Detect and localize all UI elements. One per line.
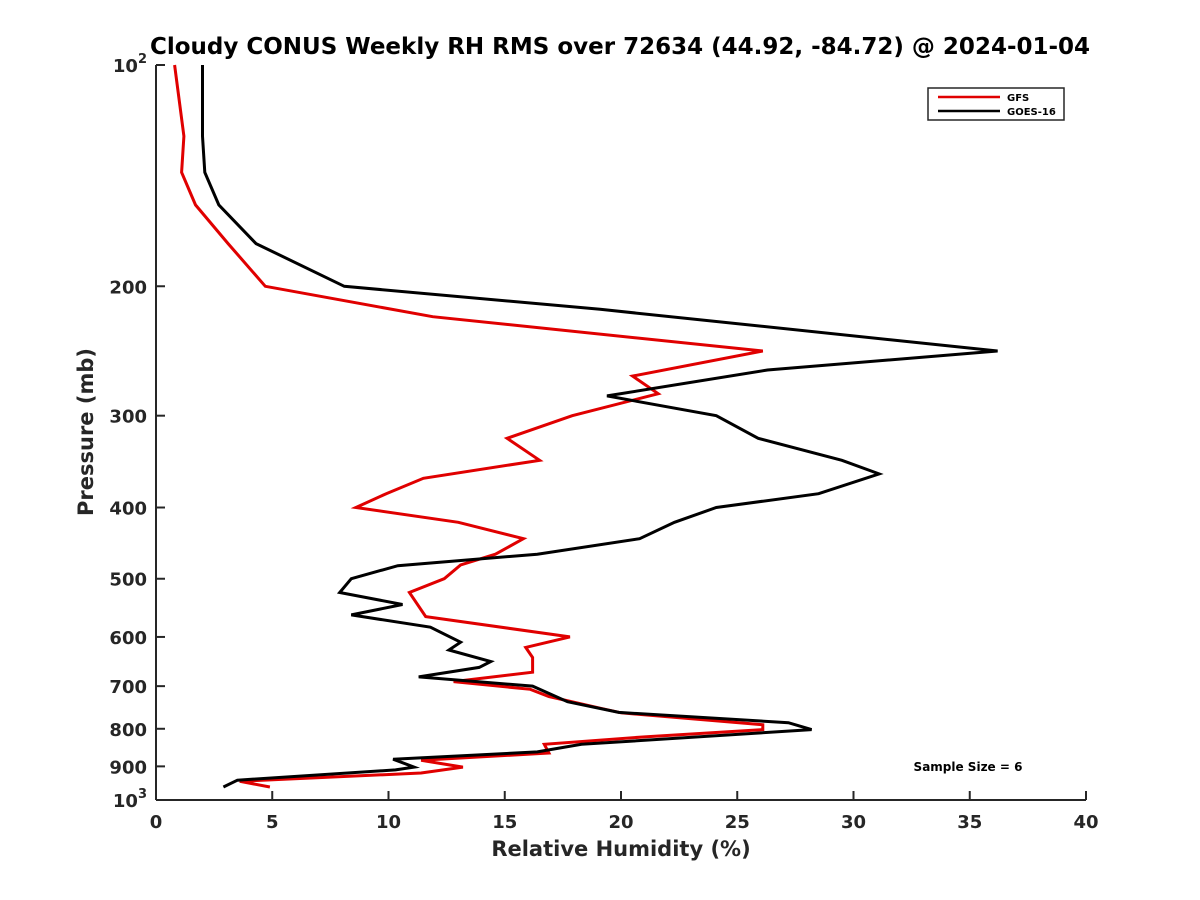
- x-tick-label: 25: [725, 812, 750, 833]
- y-tick-label: 800: [109, 720, 147, 741]
- sample-size-annotation: Sample Size = 6: [914, 760, 1023, 774]
- legend-label-gfs: GFS: [1007, 93, 1029, 104]
- x-tick-label: 20: [608, 812, 633, 833]
- y-tick-exponent: 2: [138, 52, 147, 67]
- x-tick-label: 35: [957, 812, 982, 833]
- y-axis-label: Pressure (mb): [74, 348, 98, 516]
- ticks-layer: 0 5 10 15 20 25 30 35 40102200300400500600700800…: [109, 52, 1098, 833]
- y-tick-label: 600: [109, 628, 147, 649]
- x-tick-label: 30: [841, 812, 866, 833]
- y-tick-label: 300: [109, 407, 147, 428]
- x-axis-label: Relative Humidity (%): [491, 837, 750, 861]
- series-layer: [173, 64, 998, 789]
- y-tick-label: 200: [109, 277, 147, 298]
- x-tick-label: 5: [266, 812, 279, 833]
- y-tick-label: 400: [109, 499, 147, 520]
- y-tick-label: 700: [109, 677, 147, 698]
- legend-label-goes-16: GOES-16: [1007, 107, 1056, 118]
- x-tick-label: 10: [376, 812, 401, 833]
- chart-title: Cloudy CONUS Weekly RH RMS over 72634 (4…: [150, 34, 1090, 60]
- y-tick-exponent: 3: [138, 787, 147, 802]
- legend: GFS GOES-16: [927, 87, 1065, 121]
- legend-box: [927, 87, 1065, 121]
- series-line-gfs: [173, 64, 765, 789]
- y-tick-label: 500: [109, 570, 147, 591]
- series-line-goes-16: [201, 65, 998, 789]
- y-tick-label: 900: [109, 757, 147, 778]
- x-tick-label: 0: [150, 812, 163, 833]
- x-tick-label: 40: [1073, 812, 1098, 833]
- x-tick-label: 15: [492, 812, 517, 833]
